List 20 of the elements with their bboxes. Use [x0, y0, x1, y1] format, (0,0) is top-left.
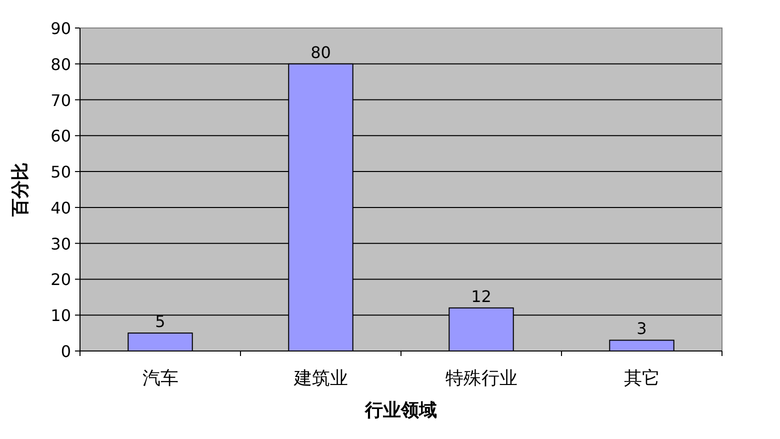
ytick-label: 60	[50, 126, 71, 146]
ytick-label: 30	[50, 234, 71, 254]
data-label: 3	[636, 319, 647, 338]
ytick-label: 80	[50, 54, 71, 74]
xtick-label: 特殊行业	[445, 368, 518, 389]
data-label: 5	[155, 312, 166, 332]
ylabel: 百分比	[10, 162, 31, 216]
ytick-label: 40	[50, 198, 71, 218]
ytick-label: 50	[50, 162, 71, 182]
xlabel: 行业领域	[365, 400, 437, 421]
ytick-label: 0	[60, 342, 71, 361]
xtick-label: 其它	[624, 368, 660, 389]
ytick-label: 10	[50, 306, 71, 326]
xtick-label: 建筑业	[294, 368, 348, 389]
data-label: 12	[471, 286, 492, 306]
xtick-label: 汽车	[142, 368, 178, 389]
ytick-label: 90	[50, 19, 71, 38]
data-label: 80	[310, 42, 331, 62]
ytick-label: 20	[50, 270, 71, 290]
ytick-label: 70	[50, 90, 71, 110]
